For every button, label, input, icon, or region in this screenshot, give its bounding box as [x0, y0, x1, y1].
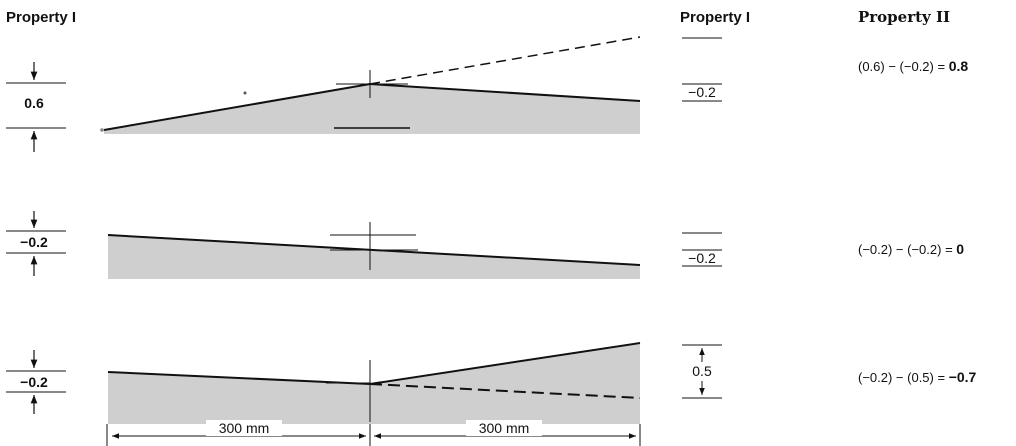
- row-1-shaded-area: [104, 84, 640, 134]
- right-span-label: 300 mm: [479, 420, 530, 436]
- header-left: Property I: [6, 9, 76, 26]
- row-1-right-line: [369, 83, 641, 102]
- row-3-equation: (−0.2) − (0.5) = −0.7: [858, 369, 977, 385]
- row-2-shaded-area: [108, 235, 640, 279]
- row-3-equation-result: −0.7: [949, 369, 977, 385]
- row-2-left-value: −0.2: [20, 234, 48, 250]
- row-3-extension-dashed: [369, 383, 641, 399]
- row-1-left-line: [103, 83, 371, 131]
- row-1-equation-result: 0.8: [949, 58, 969, 74]
- row-3-left-line: [107, 371, 371, 385]
- row-1-middle-value: −0.2: [688, 84, 716, 100]
- row-2: −0.2 −0.2 (−0.2) − (−0.2) = 0: [6, 211, 964, 279]
- row-3-middle-value: 0.5: [692, 363, 712, 379]
- row-2-equation-lhs: (−0.2) − (−0.2) =: [858, 242, 956, 257]
- row-1-left-value: 0.6: [24, 95, 44, 111]
- row-3-equation-lhs: (−0.2) − (0.5) =: [858, 370, 949, 385]
- row-2-middle-value: −0.2: [688, 250, 716, 266]
- header-right: Property II: [858, 8, 950, 26]
- row-3-right-line: [369, 342, 641, 385]
- row-1: 0.6 −0.2 (0.6) − (−0.2) = 0.8: [6, 36, 968, 152]
- row-2-equation: (−0.2) − (−0.2) = 0: [858, 241, 964, 257]
- header-middle: Property I: [680, 9, 750, 26]
- span-dimensions: 300 mm 300 mm: [106, 420, 641, 446]
- left-span-label: 300 mm: [219, 420, 270, 436]
- row-3-left-value: −0.2: [20, 374, 48, 390]
- row-3: −0.2 0.5 (−0.2) − (0.5) = −0.7: [6, 342, 977, 424]
- row-1-extension-dashed: [369, 36, 641, 85]
- row-2-equation-result: 0: [956, 241, 964, 257]
- row-1-equation-lhs: (0.6) − (−0.2) =: [858, 59, 949, 74]
- row-1-equation: (0.6) − (−0.2) = 0.8: [858, 58, 968, 74]
